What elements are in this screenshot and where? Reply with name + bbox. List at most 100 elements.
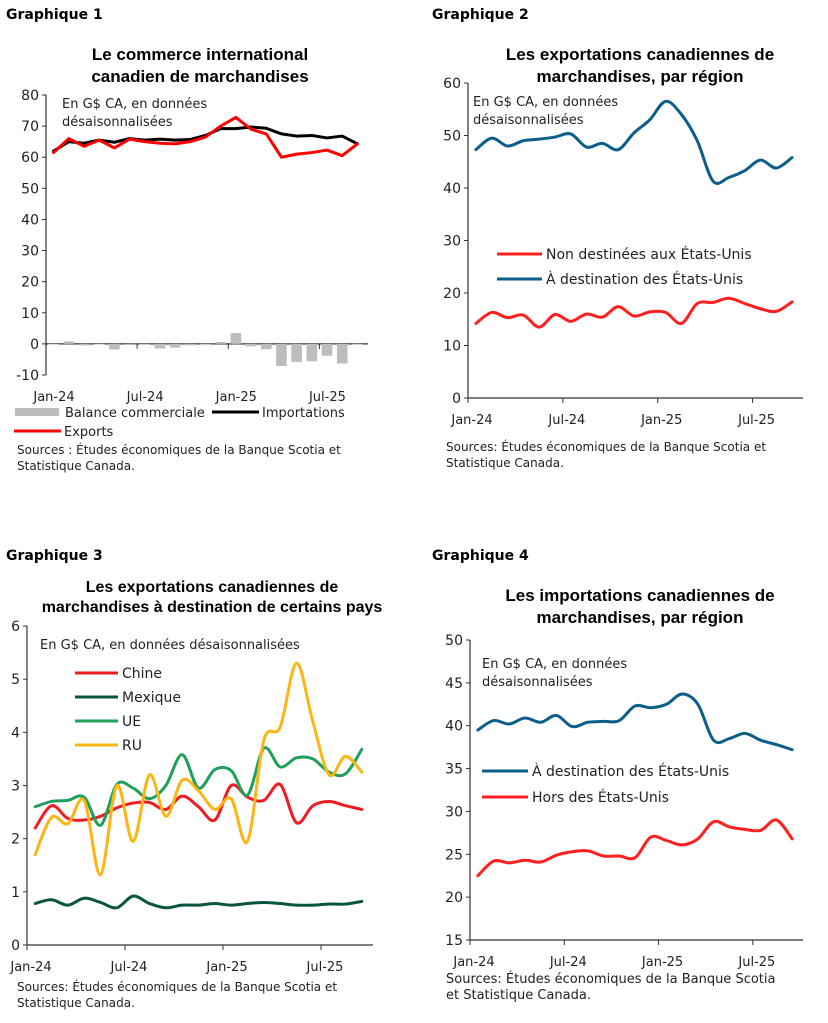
bar — [169, 343, 181, 348]
sources-line: Sources: Études économiques de la Banque… — [17, 980, 338, 994]
sources-line: Sources: Études économiques de la Banque… — [446, 440, 767, 454]
y-tick-label: 50 — [21, 181, 39, 197]
bar — [306, 343, 318, 362]
bar — [154, 343, 166, 349]
title-line: marchandises, par région — [536, 608, 744, 627]
x-tick-label: Jan-25 — [640, 413, 682, 428]
legend-label: Importations — [262, 406, 345, 421]
chart-4-sources: Sources: Études économiques de la Banque… — [446, 972, 775, 1004]
x-tick-label: Jan-24 — [9, 960, 51, 975]
y-tick-label: 0 — [452, 391, 461, 407]
bar — [215, 342, 227, 344]
y-tick-label: 3 — [11, 779, 20, 795]
chart-4: 15 20 25 30 35 40 45 50 Jan-24 Jul-24 Jan-25 Jul-25… — [445, 633, 803, 970]
bar — [276, 343, 287, 366]
y-tick-label: 4 — [11, 725, 20, 741]
y-tick-label: 45 — [445, 676, 463, 692]
y-tick-label: 20 — [443, 286, 461, 302]
x-tick-label: Jul-24 — [547, 413, 585, 428]
unit-note: En G$ CA, en données — [482, 657, 627, 672]
legend-label: Non destinées aux États-Unis — [546, 246, 752, 263]
chart-3-sources: Sources: Études économiques de la Banque… — [17, 979, 337, 1011]
x-tick-label: Jul-25 — [737, 413, 775, 428]
legend-label: Chine — [122, 666, 162, 682]
sources-line: Sources: Études économiques de la Banque… — [446, 972, 776, 987]
x-tick-label: Jan-24 — [32, 390, 74, 405]
title-line: canadien de marchandises — [91, 67, 309, 86]
y-tick-label: 60 — [443, 76, 461, 92]
y-tick-label: 0 — [11, 938, 20, 954]
bar — [352, 343, 363, 345]
title-line: Les exportations canadiennes de — [505, 45, 775, 64]
y-tick-label: 60 — [21, 150, 39, 166]
bar — [78, 343, 90, 346]
title-line: Le commerce international — [91, 45, 309, 64]
title-line: marchandises, par région — [536, 67, 744, 86]
bar — [291, 343, 302, 362]
x-tick-label: Jan-24 — [452, 955, 494, 970]
legend-label: Hors des États-Unis — [532, 789, 669, 806]
y-tick-label: 70 — [21, 119, 39, 135]
chart-4-label: Graphique 4 — [432, 548, 529, 564]
bar — [184, 343, 196, 346]
y-tick-label: 10 — [21, 306, 39, 322]
series-line — [474, 296, 794, 329]
chart-2-title: Les exportations canadiennes de marchand… — [460, 44, 820, 88]
series-line — [474, 99, 794, 185]
series-line — [33, 661, 364, 877]
unit-note: désaisonnalisées — [482, 675, 593, 690]
x-tick-label: Jul-24 — [110, 960, 148, 975]
unit-note: désaisonnalisées — [473, 113, 584, 128]
bar — [93, 343, 105, 345]
legend-label: À destination des États-Unis — [546, 271, 743, 288]
y-tick-label: 5 — [11, 672, 20, 688]
title-line: marchandises à destination de certains p… — [41, 599, 383, 616]
y-tick-label: -10 — [16, 368, 39, 384]
series-line — [33, 746, 364, 827]
unit-note: En G$ CA, en données désaisonnalisées — [40, 638, 300, 653]
y-tick-label: 2 — [11, 832, 20, 848]
chart-1-label: Graphique 1 — [6, 7, 103, 23]
series-line — [52, 115, 359, 159]
series-line — [33, 894, 364, 910]
chart-4-title: Les importations canadiennes de marchand… — [450, 585, 828, 629]
chart-3-label: Graphique 3 — [6, 548, 103, 564]
unit-note: En G$ CA, en données — [62, 97, 207, 112]
series-line — [476, 692, 794, 752]
title-line: Les exportations canadiennes de — [85, 579, 339, 596]
chart-2-sources: Sources: Études économiques de la Banque… — [446, 439, 766, 471]
bar — [245, 343, 257, 347]
x-tick-label: Jul-24 — [126, 390, 164, 405]
legend-label: UE — [122, 714, 141, 730]
y-tick-label: 50 — [445, 633, 463, 649]
sources-line: et Statistique Canada. — [446, 988, 591, 1003]
sources-line: Statistique Canada. — [17, 996, 135, 1010]
bar — [48, 343, 59, 345]
chart-1-sources: Sources : Études économiques de la Banqu… — [17, 442, 341, 474]
y-tick-label: 50 — [443, 129, 461, 145]
bar — [109, 343, 120, 350]
y-tick-label: 6 — [11, 619, 20, 635]
y-tick-label: 35 — [445, 762, 463, 778]
bar — [230, 333, 242, 344]
chart-1-title: Le commerce international canadien de ma… — [40, 44, 360, 88]
legend-label: À destination des États-Unis — [532, 763, 729, 780]
bar — [63, 341, 75, 344]
y-tick-label: 10 — [443, 339, 461, 355]
x-tick-label: Jan-25 — [641, 955, 683, 970]
y-tick-label: 20 — [445, 890, 463, 906]
y-tick-label: 25 — [445, 847, 463, 863]
x-tick-label: Jul-25 — [308, 390, 346, 405]
bar — [260, 343, 272, 350]
legend: Chine Mexique UE RU — [75, 666, 181, 754]
y-tick-label: 30 — [443, 234, 461, 250]
chart-1: -10 0 10 20 30 40 50 60 70 80 Jan-24 Jul-24 Jan-25 Ju… — [14, 88, 368, 440]
x-tick-label: Jul-25 — [737, 955, 775, 970]
bar — [124, 343, 135, 346]
x-tick-label: Jul-24 — [549, 955, 587, 970]
chart-3-title: Les exportations canadiennes de marchand… — [0, 578, 424, 618]
bar — [336, 343, 348, 364]
y-tick-label: 40 — [443, 181, 461, 197]
title-line: Les importations canadiennes de — [505, 586, 775, 605]
